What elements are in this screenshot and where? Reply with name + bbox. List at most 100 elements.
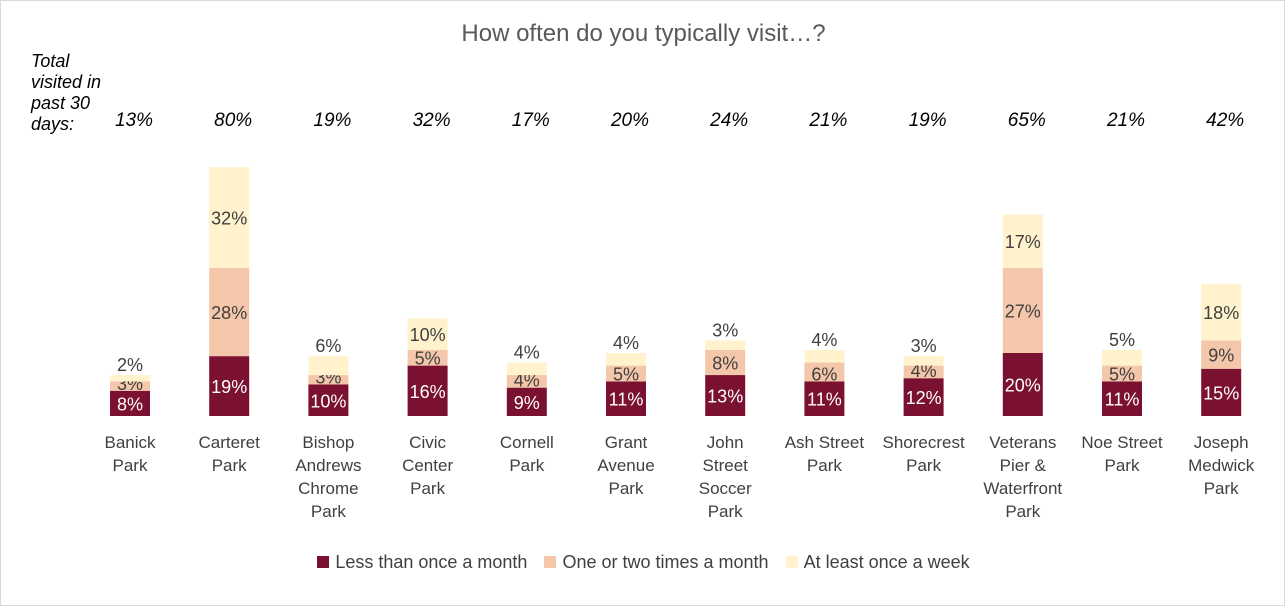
category-label: Park	[807, 456, 842, 475]
legend-label: At least once a week	[803, 552, 970, 572]
category-label: Andrews	[295, 456, 361, 475]
chart-title: How often do you typically visit…?	[461, 20, 826, 47]
category-label: Park	[1204, 479, 1239, 498]
category-label: Chrome	[298, 479, 358, 498]
category-label: Park	[1005, 502, 1040, 521]
category-label: Veterans	[989, 433, 1056, 452]
bar-segment	[209, 356, 250, 416]
bar-segment	[209, 167, 250, 268]
total-label: 19%	[313, 110, 351, 131]
category-label: Grant	[605, 433, 648, 452]
legend-swatch	[544, 556, 557, 568]
category-label: Joseph	[1194, 433, 1249, 452]
data-label: 8%	[712, 353, 738, 373]
data-label: 5%	[1109, 330, 1135, 350]
bar-segment	[1102, 349, 1142, 366]
bar-segment	[804, 362, 845, 382]
category-label: Civic	[409, 433, 446, 452]
bar-segment	[506, 362, 547, 376]
total-label: 42%	[1206, 110, 1244, 131]
category-label: Park	[509, 456, 544, 475]
bar-segment	[804, 349, 845, 363]
legend-item-less-than-monthly: Less than once a month	[317, 552, 527, 573]
category-label: John	[707, 433, 744, 452]
bar-segment	[1201, 283, 1242, 341]
legend-label: Less than once a month	[335, 552, 528, 572]
category-label: Noe Street	[1081, 433, 1163, 452]
category-label: Park	[410, 479, 445, 498]
data-label: 9%	[1208, 346, 1234, 366]
bar-segment	[1102, 381, 1142, 416]
bar-segment	[308, 384, 349, 416]
data-label: 17%	[1005, 232, 1041, 252]
bar-segment	[705, 340, 746, 350]
data-label: 4%	[911, 361, 937, 381]
data-label: 11%	[1105, 390, 1140, 410]
category-label: Pier &	[1000, 456, 1047, 475]
bar-segment	[804, 381, 845, 416]
data-label: 28%	[211, 303, 247, 323]
category-label: Park	[1105, 456, 1140, 475]
bar-segment	[1201, 368, 1242, 416]
bar-segment	[110, 390, 150, 416]
bar-segment	[407, 365, 448, 416]
bar-segment	[506, 387, 547, 416]
bar-segment	[1002, 214, 1043, 268]
bar-segment	[308, 375, 349, 385]
bar-segment	[1002, 267, 1043, 353]
data-label: 5%	[415, 349, 441, 369]
data-label: 32%	[211, 209, 247, 229]
data-label: 27%	[1005, 301, 1041, 321]
bar-segment	[606, 381, 646, 416]
category-label: Waterfront	[983, 479, 1062, 498]
data-label: 18%	[1203, 303, 1239, 323]
data-label: 9%	[514, 393, 540, 413]
bar-segment	[308, 356, 349, 376]
category-label: Park	[906, 456, 941, 475]
category-label: Street	[703, 456, 749, 475]
bar-segment	[110, 381, 150, 391]
category-label: Banick	[104, 433, 156, 452]
category-label: Park	[609, 479, 644, 498]
legend-item-weekly: At least once a week	[785, 552, 970, 573]
data-label: 3%	[911, 336, 937, 356]
category-label: Bishop	[302, 433, 354, 452]
category-label: Shorecrest	[882, 433, 964, 452]
bar-segment	[705, 349, 746, 376]
total-label: 65%	[1008, 110, 1046, 131]
category-label: Carteret	[198, 433, 260, 452]
total-label: 19%	[909, 110, 947, 131]
category-label: Park	[311, 502, 346, 521]
bar-segment	[407, 318, 448, 350]
data-label: 10%	[410, 325, 446, 345]
data-label: 10%	[310, 391, 346, 411]
legend-item-monthly: One or two times a month	[544, 552, 769, 573]
data-label: 4%	[613, 333, 639, 353]
total-visited-label: Total visited in past 30 days:	[31, 51, 102, 134]
legend-label: One or two times a month	[562, 552, 769, 572]
data-label: 15%	[1203, 383, 1239, 403]
bar-segment	[110, 375, 150, 382]
bar-segment	[903, 378, 944, 416]
data-label: 4%	[514, 371, 540, 391]
data-label: 12%	[906, 388, 942, 408]
bar-segment	[1102, 365, 1142, 382]
data-label: 6%	[811, 364, 837, 384]
bar-segment	[903, 365, 944, 379]
data-label: 2%	[117, 355, 143, 375]
category-label: Medwick	[1188, 456, 1255, 475]
data-label: 5%	[1109, 364, 1135, 384]
category-label: Cornell	[500, 433, 554, 452]
data-label: 19%	[211, 377, 247, 397]
data-label: 20%	[1005, 376, 1041, 396]
legend-swatch	[785, 556, 798, 568]
legend-swatch	[317, 556, 330, 568]
category-label: Center	[402, 456, 453, 475]
total-label: 32%	[413, 110, 451, 131]
category-label: Park	[212, 456, 247, 475]
total-label: 24%	[709, 110, 748, 131]
bar-segment	[506, 375, 547, 388]
total-label: 21%	[808, 110, 847, 131]
category-label: Park	[708, 502, 743, 521]
data-label: 5%	[613, 364, 639, 384]
